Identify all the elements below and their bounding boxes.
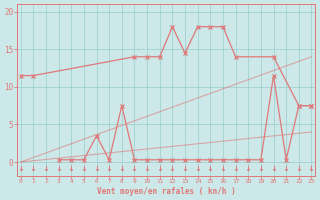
X-axis label: Vent moyen/en rafales ( kn/h ): Vent moyen/en rafales ( kn/h ) — [97, 187, 236, 196]
